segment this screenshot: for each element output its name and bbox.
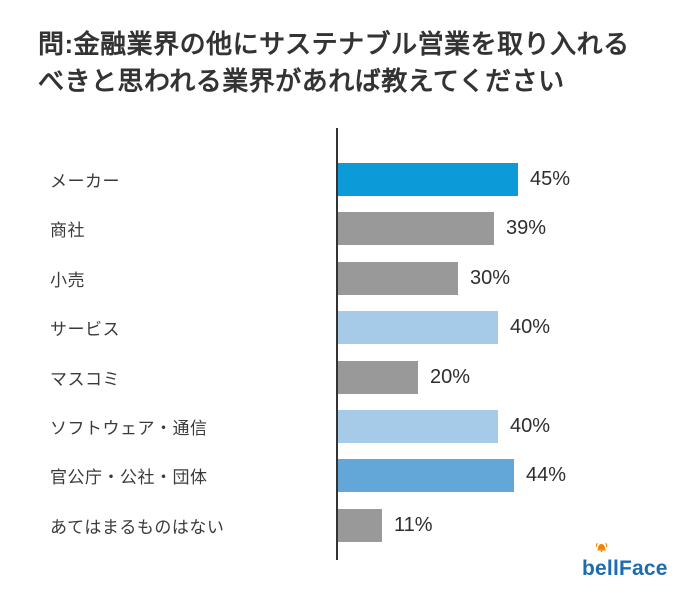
bar-chart: メーカー 45% 商社 39% 小売 30% サービス 40% マスコミ 20%… xyxy=(0,128,676,560)
value-label: 44% xyxy=(526,464,567,487)
bar-row: ソフトウェア・通信 40% xyxy=(0,410,676,443)
bar xyxy=(338,459,514,493)
bar xyxy=(338,508,382,542)
value-label: 20% xyxy=(430,365,471,388)
logo-text-b: b xyxy=(582,557,596,580)
category-label: マスコミ xyxy=(50,369,120,389)
bar xyxy=(338,360,418,394)
value-label: 11% xyxy=(394,513,433,536)
bar xyxy=(338,261,458,295)
value-label: 30% xyxy=(470,266,511,289)
bar-row: 小売 30% xyxy=(0,261,676,295)
category-label: ソフトウェア・通信 xyxy=(50,419,208,438)
category-label: 官公庁・公社・団体 xyxy=(50,468,208,488)
bar-row: マスコミ 20% xyxy=(0,360,676,394)
bar-row: 官公庁・公社・団体 44% xyxy=(0,459,676,493)
bar xyxy=(338,410,498,443)
logo-text-e: e xyxy=(595,557,607,580)
category-label: メーカー xyxy=(50,172,120,191)
category-label: 商社 xyxy=(50,221,85,241)
bellface-logo: be llFace xyxy=(582,542,668,588)
value-label: 40% xyxy=(510,415,551,437)
logo-text-llface: llFace xyxy=(606,557,668,580)
bar xyxy=(338,163,518,196)
bar-row: あてはまるものはない 11% xyxy=(0,508,676,542)
bar-row: 商社 39% xyxy=(0,212,676,246)
chart-title-line2: べきと思われる業界があれば教えてください xyxy=(38,66,565,96)
bar xyxy=(338,212,494,246)
category-label: サービス xyxy=(50,320,120,340)
value-label: 39% xyxy=(506,217,547,240)
value-label: 45% xyxy=(530,168,571,190)
bar-row: メーカー 45% xyxy=(0,163,676,196)
bell-icon xyxy=(595,542,608,552)
bar xyxy=(338,311,498,345)
category-label: 小売 xyxy=(50,270,85,290)
value-label: 40% xyxy=(510,316,551,339)
bar-row: サービス 40% xyxy=(0,311,676,345)
chart-title-line1: 問:金融業界の他にサステナブル営業を取り入れる xyxy=(38,29,630,59)
category-label: あてはまるものはない xyxy=(50,517,225,537)
axis-baseline xyxy=(336,128,338,560)
chart-title: 問:金融業界の他にサステナブル営業を取り入れる べきと思われる業界があれば教えて… xyxy=(38,26,648,100)
